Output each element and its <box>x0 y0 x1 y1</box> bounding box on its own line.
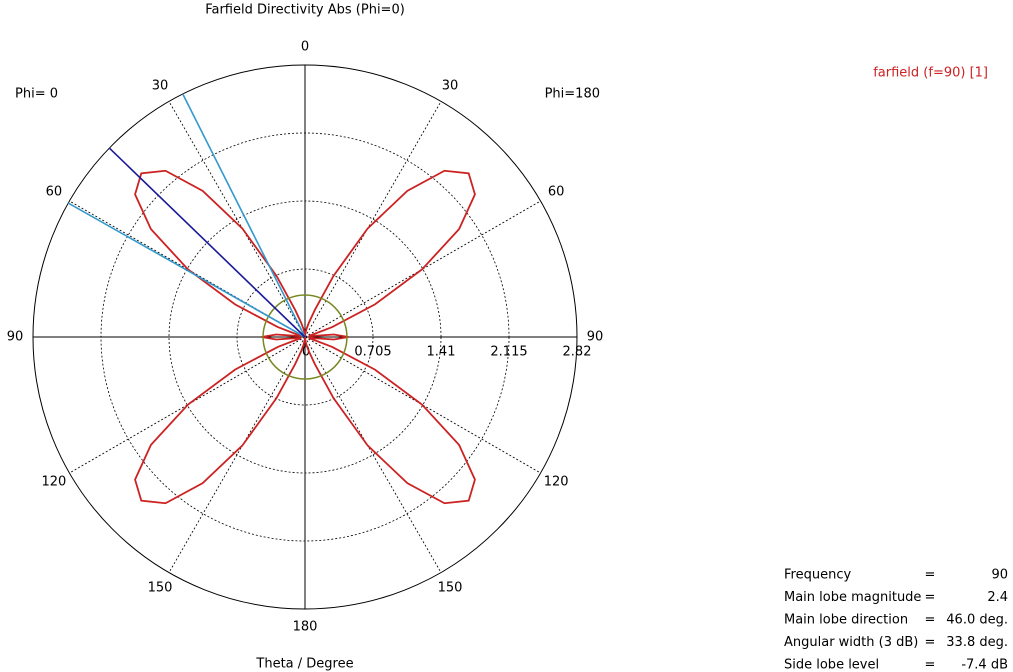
info-separator: = <box>925 568 936 583</box>
info-label: Side lobe level <box>784 658 879 672</box>
angle-tick-label: 120 <box>41 475 66 490</box>
angle-tick-label: 120 <box>544 475 569 490</box>
info-label: Frequency <box>784 568 851 583</box>
angle-tick-label: 30 <box>442 78 459 93</box>
beamwidth-line <box>67 202 306 338</box>
r-tick-label: 0.705 <box>354 345 391 360</box>
info-value: 46.0 deg. <box>946 613 1008 628</box>
info-label: Angular width (3 dB) <box>784 635 918 650</box>
r-tick-label: 2.82 <box>563 345 592 360</box>
info-value: 90 <box>991 568 1008 583</box>
axis-label: Theta / Degree <box>255 657 353 672</box>
info-separator: = <box>925 658 936 672</box>
info-value: 33.8 deg. <box>946 635 1008 650</box>
chart-title: Farfield Directivity Abs (Phi=0) <box>205 3 405 18</box>
angle-tick-label: 0 <box>301 40 309 55</box>
info-separator: = <box>925 635 936 650</box>
spoke-line <box>304 336 442 573</box>
r-tick-label: 2.115 <box>490 345 527 360</box>
angle-tick-label: 180 <box>293 620 318 635</box>
r-tick-label: 0 <box>302 345 310 360</box>
beamwidth-line <box>182 93 306 338</box>
angle-tick-label: 90 <box>7 330 24 345</box>
info-value: -7.4 dB <box>961 658 1008 672</box>
side-lobe-circle <box>262 294 348 380</box>
info-separator: = <box>925 590 936 605</box>
side-label: Phi=180 <box>545 87 600 102</box>
side-label: Phi= 0 <box>15 87 58 102</box>
angle-tick-label: 30 <box>152 78 169 93</box>
info-separator: = <box>925 613 936 628</box>
main-lobe-line <box>108 147 306 338</box>
info-label: Main lobe direction <box>784 613 908 628</box>
legend-entry: farfield (f=90) [1] <box>873 66 988 81</box>
info-label: Main lobe magnitude <box>784 590 921 605</box>
angle-tick-label: 60 <box>46 185 63 200</box>
angle-tick-label: 60 <box>548 185 565 200</box>
info-value: 2.4 <box>987 590 1008 605</box>
spoke-line <box>304 101 442 338</box>
angle-tick-label: 150 <box>148 581 173 596</box>
angle-tick-label: 150 <box>438 581 463 596</box>
angle-tick-label: 90 <box>587 330 604 345</box>
r-tick-label: 1.41 <box>427 345 456 360</box>
